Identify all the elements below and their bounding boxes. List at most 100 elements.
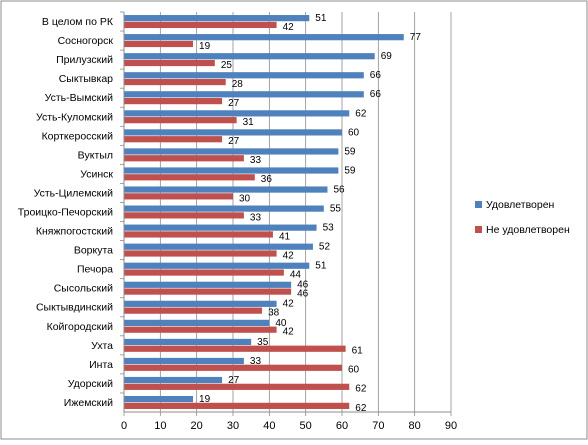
category-label: Ижемский [64, 397, 113, 409]
data-label-not-satisfied: 33 [250, 155, 262, 166]
data-label-not-satisfied: 31 [243, 117, 255, 128]
bar-not-satisfied [124, 174, 255, 181]
bar-satisfied [124, 15, 310, 22]
data-label-not-satisfied: 27 [228, 136, 240, 147]
data-label-satisfied: 33 [250, 356, 262, 367]
data-label-satisfied: 69 [381, 51, 393, 62]
bar-satisfied [124, 72, 364, 79]
data-label-not-satisfied: 33 [250, 212, 262, 223]
bar-satisfied [124, 395, 194, 403]
category-label: Усть-Цилемский [34, 187, 114, 199]
data-label-satisfied: 40 [275, 318, 287, 329]
bar-not-satisfied [124, 326, 277, 333]
category-label: Корткеросский [42, 130, 114, 142]
tick-label-80: 80 [409, 420, 421, 432]
category-label: Прилузский [56, 54, 113, 66]
bar-not-satisfied [124, 402, 350, 409]
data-label-not-satisfied: 27 [228, 98, 240, 109]
data-label-satisfied: 62 [355, 108, 367, 119]
bar-satisfied [124, 148, 339, 155]
bar-not-satisfied [124, 117, 237, 124]
data-label-satisfied: 53 [323, 223, 335, 234]
bar-not-satisfied [124, 59, 215, 67]
legend-swatch-satisfied [475, 201, 482, 208]
bar-not-satisfied [124, 193, 233, 200]
data-label-satisfied: 59 [344, 146, 356, 157]
bar-satisfied [124, 110, 350, 117]
bar-not-satisfied [124, 21, 277, 29]
data-label-satisfied: 52 [319, 242, 331, 253]
bar-not-satisfied [124, 40, 194, 48]
data-label-satisfied: 59 [344, 165, 356, 176]
data-label-satisfied: 19 [199, 394, 211, 405]
data-label-not-satisfied: 42 [283, 327, 295, 338]
bar-not-satisfied [124, 364, 342, 371]
tick-label-0: 0 [121, 420, 127, 432]
category-label: Троицко-Печорский [18, 207, 113, 219]
data-label-not-satisfied: 25 [221, 60, 233, 71]
data-label-not-satisfied: 38 [268, 308, 280, 319]
legend-label-satisfied: Удовлетворен [486, 199, 555, 211]
bar-satisfied [124, 186, 328, 193]
data-label-satisfied: 51 [315, 13, 327, 24]
data-label-not-satisfied: 41 [279, 231, 291, 242]
data-label-not-satisfied: 62 [355, 384, 367, 395]
tick-label-90: 90 [445, 420, 457, 432]
data-label-satisfied: 66 [370, 70, 382, 81]
data-label-satisfied: 66 [370, 89, 382, 100]
data-label-not-satisfied: 36 [261, 174, 273, 185]
data-label-satisfied: 51 [315, 261, 327, 272]
bar-satisfied [124, 319, 270, 326]
data-label-not-satisfied: 61 [352, 346, 364, 357]
bar-not-satisfied [124, 307, 263, 314]
data-label-satisfied: 77 [410, 32, 422, 43]
axis-layer: 0 10 20 30 40 50 60 70 80 90 [120, 11, 457, 432]
category-label: Удорский [68, 378, 113, 390]
bar-satisfied [124, 205, 324, 212]
bar-satisfied [124, 376, 223, 384]
bar-not-satisfied [124, 155, 244, 162]
category-label: Княжпогостский [36, 226, 113, 238]
grid-layer [159, 12, 452, 412]
bar-not-satisfied [124, 250, 277, 257]
category-label: Усинск [80, 168, 113, 180]
category-label: Сысольский [54, 283, 113, 295]
category-label: Инта [89, 359, 113, 371]
category-label: Сыктывкар [59, 73, 113, 85]
tick-label-30: 30 [227, 420, 239, 432]
data-label-not-satisfied: 19 [199, 41, 211, 52]
bar-satisfied [124, 34, 404, 41]
data-label-satisfied: 27 [228, 375, 240, 386]
tick-label-20: 20 [191, 420, 203, 432]
data-label-satisfied: 46 [297, 280, 309, 291]
label-layer: В целом по РК 51 42 Сосногорск 77 19 Прилузски… [18, 13, 422, 414]
bar-layer [124, 15, 404, 409]
bar-satisfied [124, 338, 252, 346]
bar-satisfied [124, 357, 244, 365]
category-label: Ухта [91, 340, 113, 352]
category-label: Печора [77, 264, 113, 276]
legend-swatch-not-satisfied [475, 226, 482, 233]
tick-label-70: 70 [372, 420, 384, 432]
category-label: Сосногорск [58, 35, 114, 47]
tick-label-60: 60 [336, 420, 348, 432]
bar-not-satisfied [124, 98, 223, 105]
data-label-not-satisfied: 46 [297, 288, 309, 299]
data-label-satisfied: 60 [348, 127, 360, 138]
data-label-satisfied: 55 [330, 204, 342, 215]
data-label-not-satisfied: 42 [283, 22, 295, 33]
data-label-satisfied: 42 [283, 299, 295, 310]
legend-label-not-satisfied: Не удовлетворен [486, 224, 570, 236]
tick-label-50: 50 [300, 420, 312, 432]
category-label: Койгородский [47, 321, 114, 333]
bar-not-satisfied [124, 288, 292, 295]
data-label-satisfied: 35 [257, 337, 269, 348]
category-label: Усть-Вымский [45, 92, 113, 104]
bar-satisfied [124, 243, 313, 250]
bar-satisfied [124, 129, 342, 136]
bar-not-satisfied [124, 231, 273, 238]
data-label-not-satisfied: 44 [290, 269, 302, 280]
data-label-not-satisfied: 28 [232, 79, 244, 90]
